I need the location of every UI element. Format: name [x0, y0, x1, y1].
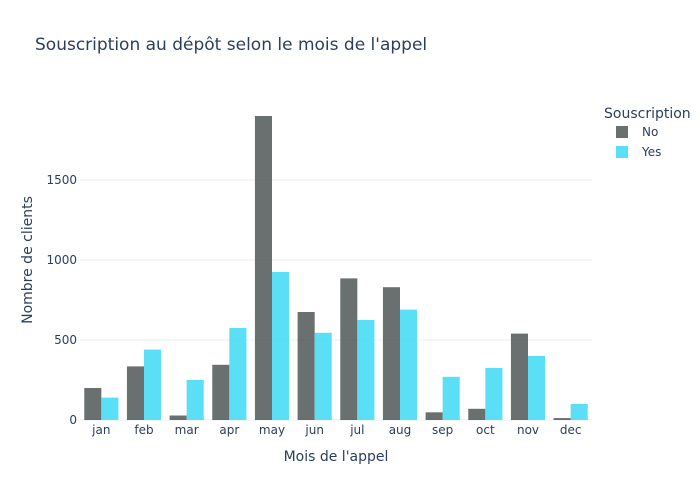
- bar-yes-dec[interactable]: [570, 404, 588, 420]
- bar-yes-mar[interactable]: [186, 380, 204, 420]
- bar-yes-apr[interactable]: [229, 328, 247, 420]
- legend-item-yes[interactable]: Yes: [616, 145, 661, 159]
- y-tick-label: 1000: [46, 253, 77, 267]
- x-tick-label: mar: [175, 423, 199, 437]
- y-axis-title: Nombre de clients: [20, 196, 36, 324]
- legend-swatch-no: [616, 126, 628, 138]
- bar-no-aug[interactable]: [382, 287, 400, 420]
- bar-no-jan[interactable]: [84, 388, 102, 420]
- x-axis-title: Mois de l'appel: [284, 449, 389, 465]
- bar-no-oct[interactable]: [468, 408, 486, 420]
- x-tick-label: oct: [476, 423, 495, 437]
- y-tick-label: 1500: [46, 173, 77, 187]
- bar-no-dec[interactable]: [553, 418, 571, 420]
- bars: [84, 116, 588, 420]
- legend-label-no: No: [642, 125, 658, 139]
- x-tick-label: apr: [219, 423, 239, 437]
- bar-yes-may[interactable]: [272, 272, 290, 420]
- bar-no-jun[interactable]: [297, 312, 315, 420]
- x-tick-label: dec: [560, 423, 582, 437]
- bar-yes-oct[interactable]: [485, 368, 503, 420]
- legend-swatch-yes: [616, 146, 628, 158]
- bar-no-nov[interactable]: [510, 333, 528, 420]
- bar-no-feb[interactable]: [126, 366, 144, 420]
- y-tick-label: 0: [69, 413, 77, 427]
- bar-yes-feb[interactable]: [144, 349, 162, 420]
- x-tick-label: sep: [432, 423, 453, 437]
- bar-no-apr[interactable]: [212, 364, 230, 420]
- x-tick-label: aug: [389, 423, 412, 437]
- legend[interactable]: Souscription No Yes: [604, 106, 691, 159]
- y-tick-labels: 0 500 1000 1500: [46, 173, 77, 427]
- legend-item-no[interactable]: No: [616, 125, 658, 139]
- x-tick-label: feb: [134, 423, 153, 437]
- x-tick-label: jul: [349, 423, 364, 437]
- bar-no-sep[interactable]: [425, 412, 443, 420]
- bar-no-mar[interactable]: [169, 415, 187, 420]
- bar-yes-aug[interactable]: [400, 309, 418, 420]
- bar-no-may[interactable]: [254, 116, 272, 420]
- x-tick-label: jun: [304, 423, 324, 437]
- gridlines: [80, 179, 592, 421]
- legend-items: No Yes: [616, 125, 661, 159]
- legend-label-yes: Yes: [641, 145, 661, 159]
- bar-yes-nov[interactable]: [528, 356, 546, 420]
- x-tick-label: jan: [91, 423, 110, 437]
- x-tick-label: may: [259, 423, 285, 437]
- bar-yes-sep[interactable]: [442, 376, 460, 420]
- bar-yes-jun[interactable]: [314, 332, 332, 420]
- y-tick-label: 500: [54, 333, 77, 347]
- chart-title: Souscription au dépôt selon le mois de l…: [35, 35, 427, 55]
- x-tick-labels: jan feb mar apr may jun jul aug sep oct nov dec: [91, 423, 581, 437]
- bar-yes-jul[interactable]: [357, 320, 375, 420]
- legend-title: Souscription: [604, 106, 691, 122]
- bar-no-jul[interactable]: [340, 278, 358, 420]
- x-tick-label: nov: [517, 423, 539, 437]
- bar-yes-jan[interactable]: [101, 397, 119, 420]
